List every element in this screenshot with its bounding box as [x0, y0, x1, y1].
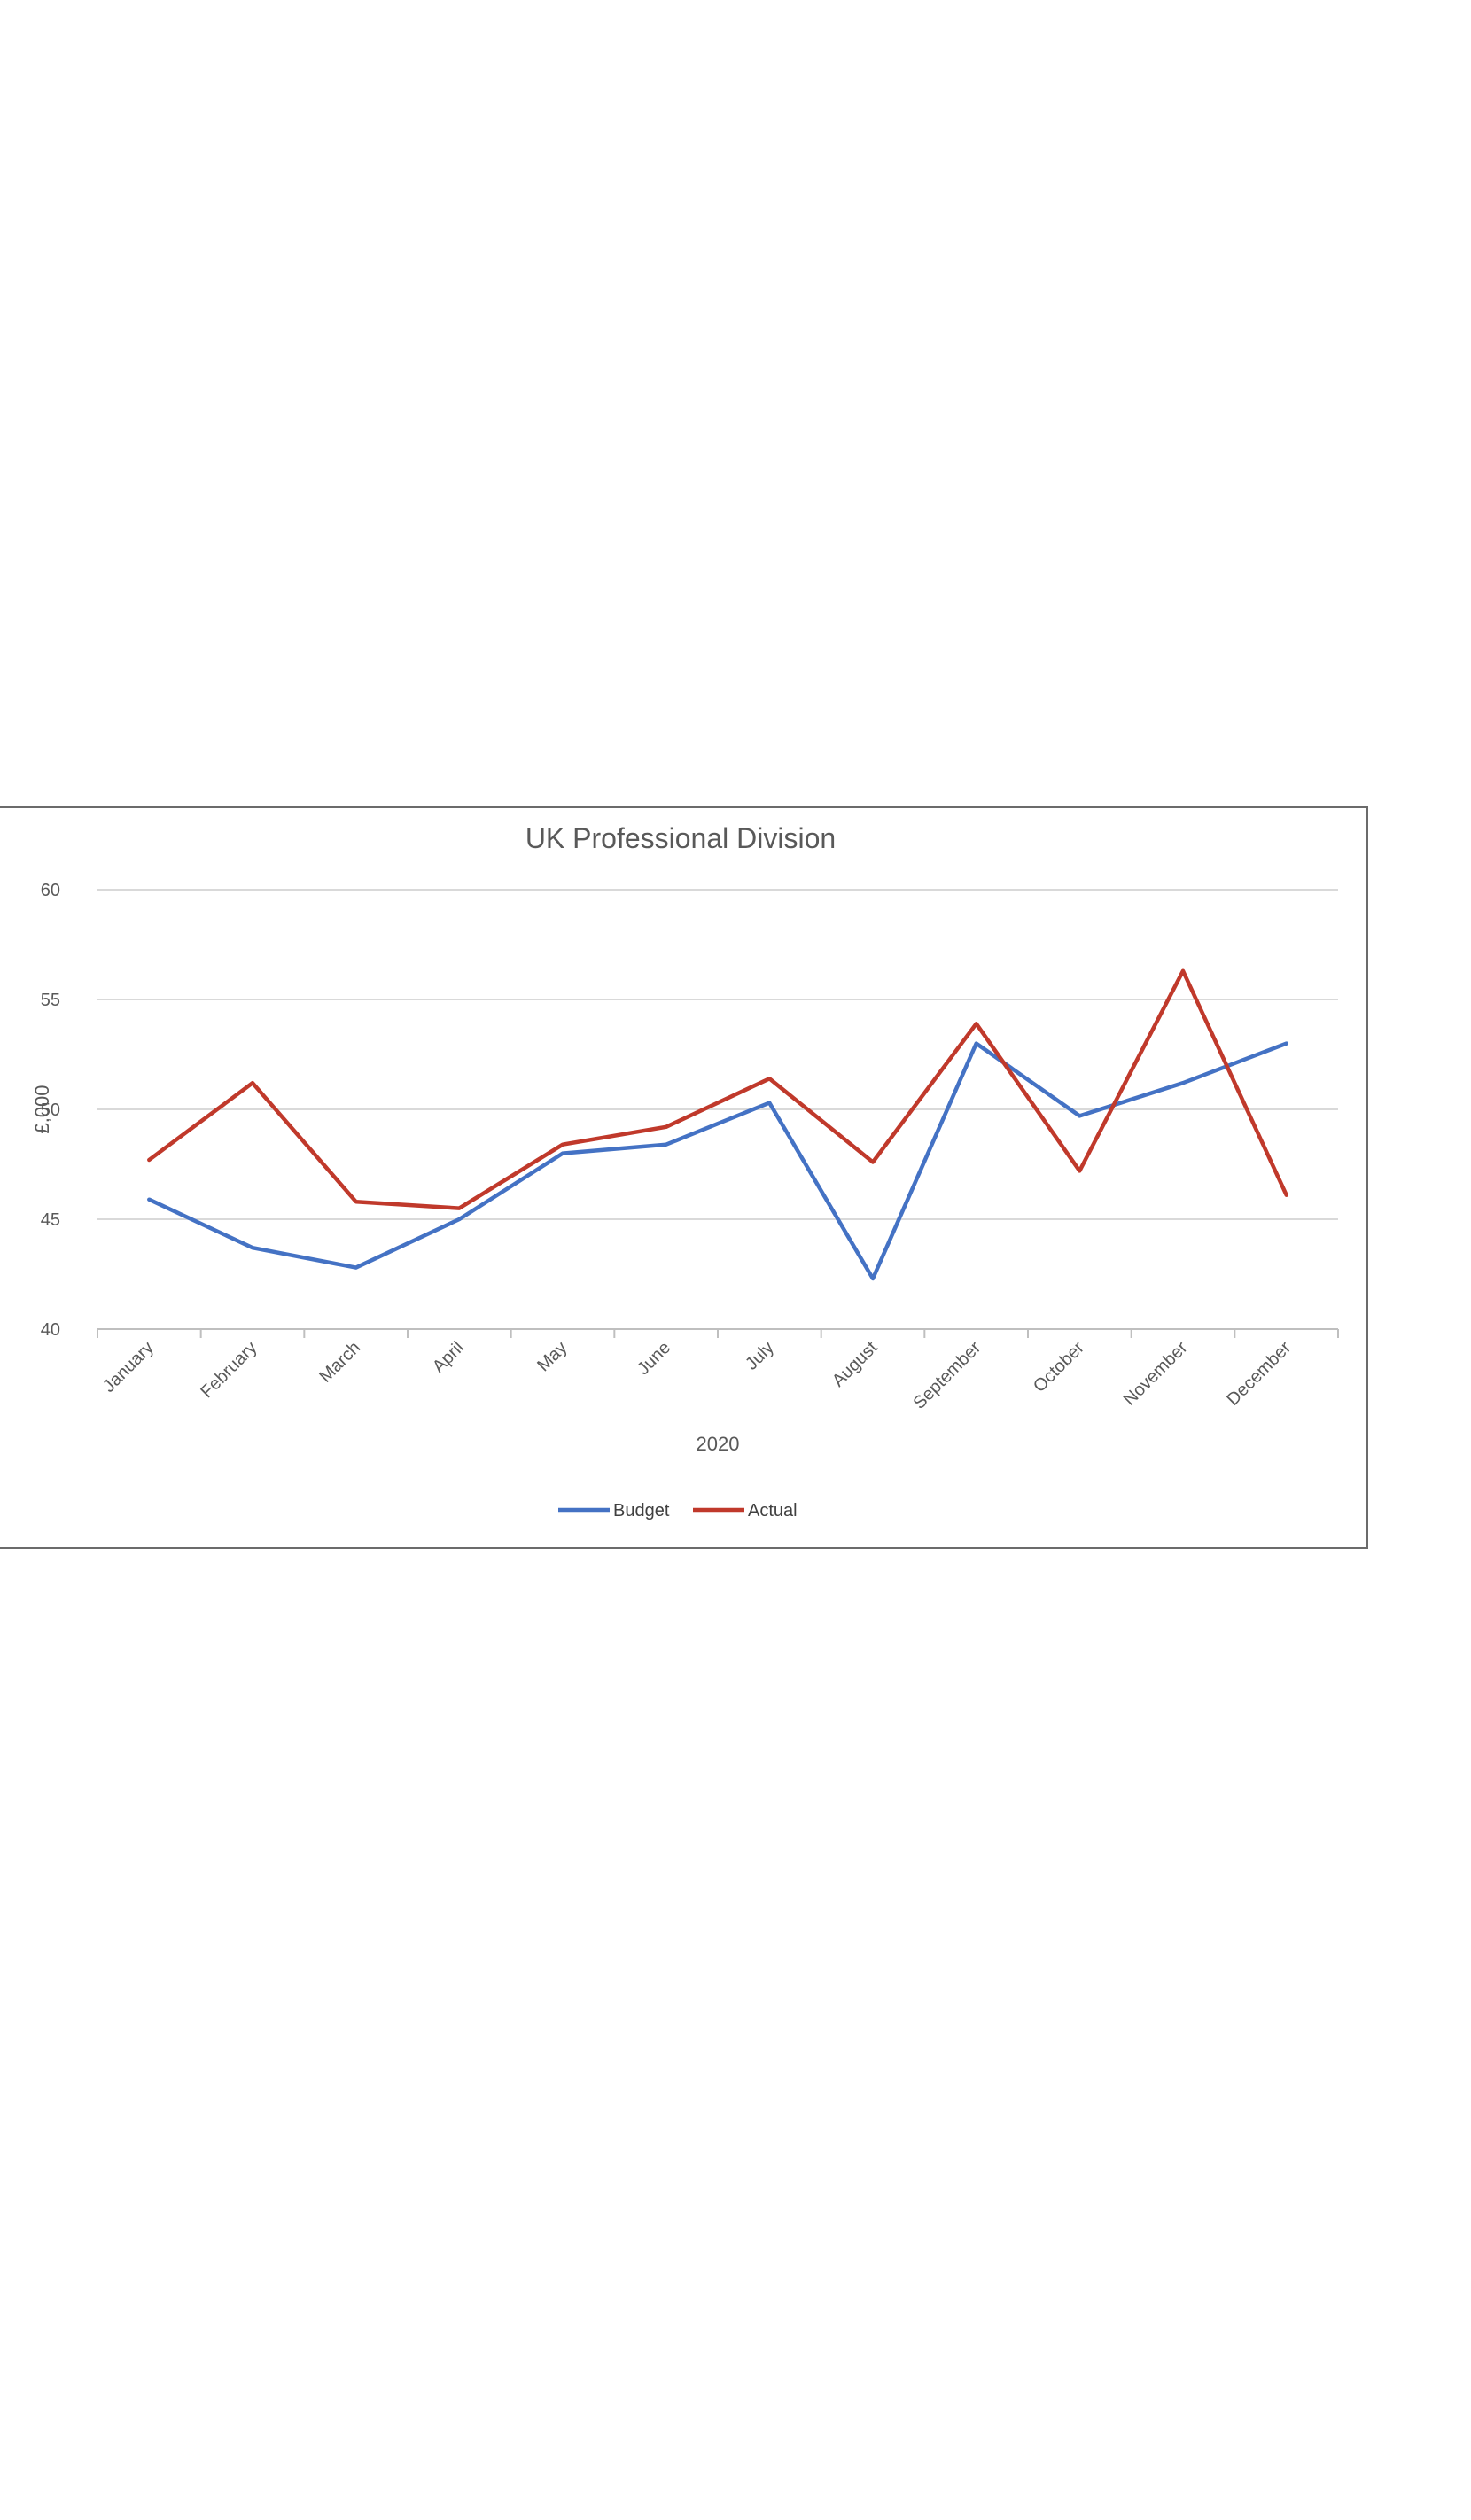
- line-chart: UK Professional Division 40 45 50 55 60 Janu…: [31, 822, 1339, 1521]
- y-tick-label: 40: [41, 1320, 60, 1340]
- chart-frame: UK Professional Division 40 45 50 55 60 Janu…: [0, 806, 1368, 1549]
- x-tick-label: January: [99, 1338, 158, 1396]
- gridlines: [97, 889, 1339, 1338]
- x-tick-label: July: [742, 1338, 778, 1374]
- y-tick-label: 60: [41, 881, 60, 900]
- legend: Budget Actual: [558, 1501, 798, 1521]
- x-axis-tick-labels: January February March April May June July Augu…: [99, 1338, 1295, 1413]
- x-tick-label: November: [1120, 1338, 1192, 1410]
- x-tick-label: December: [1223, 1338, 1295, 1410]
- x-tick-label: June: [634, 1338, 674, 1379]
- y-tick-label: 45: [41, 1210, 60, 1230]
- x-tick-label: September: [909, 1338, 985, 1413]
- chart-title: UK Professional Division: [525, 822, 836, 854]
- x-tick-label: May: [533, 1338, 571, 1375]
- x-axis-title: 2020: [697, 1433, 740, 1455]
- y-axis-title: £,000: [31, 1085, 53, 1133]
- x-tick-label: August: [829, 1338, 882, 1391]
- legend-label: Actual: [748, 1501, 798, 1521]
- x-tick-label: March: [315, 1338, 364, 1387]
- x-tick-label: October: [1030, 1338, 1088, 1396]
- x-tick-label: February: [197, 1338, 261, 1402]
- legend-label: Budget: [613, 1501, 670, 1521]
- y-tick-label: 50: [41, 1101, 60, 1120]
- series-lines: [147, 968, 1288, 1281]
- y-tick-label: 55: [41, 991, 60, 1010]
- series-line-budget: [147, 1041, 1288, 1281]
- y-axis-tick-labels: 40 45 50 55 60: [41, 881, 60, 1340]
- x-tick-label: April: [429, 1338, 468, 1377]
- series-line-actual: [147, 968, 1288, 1210]
